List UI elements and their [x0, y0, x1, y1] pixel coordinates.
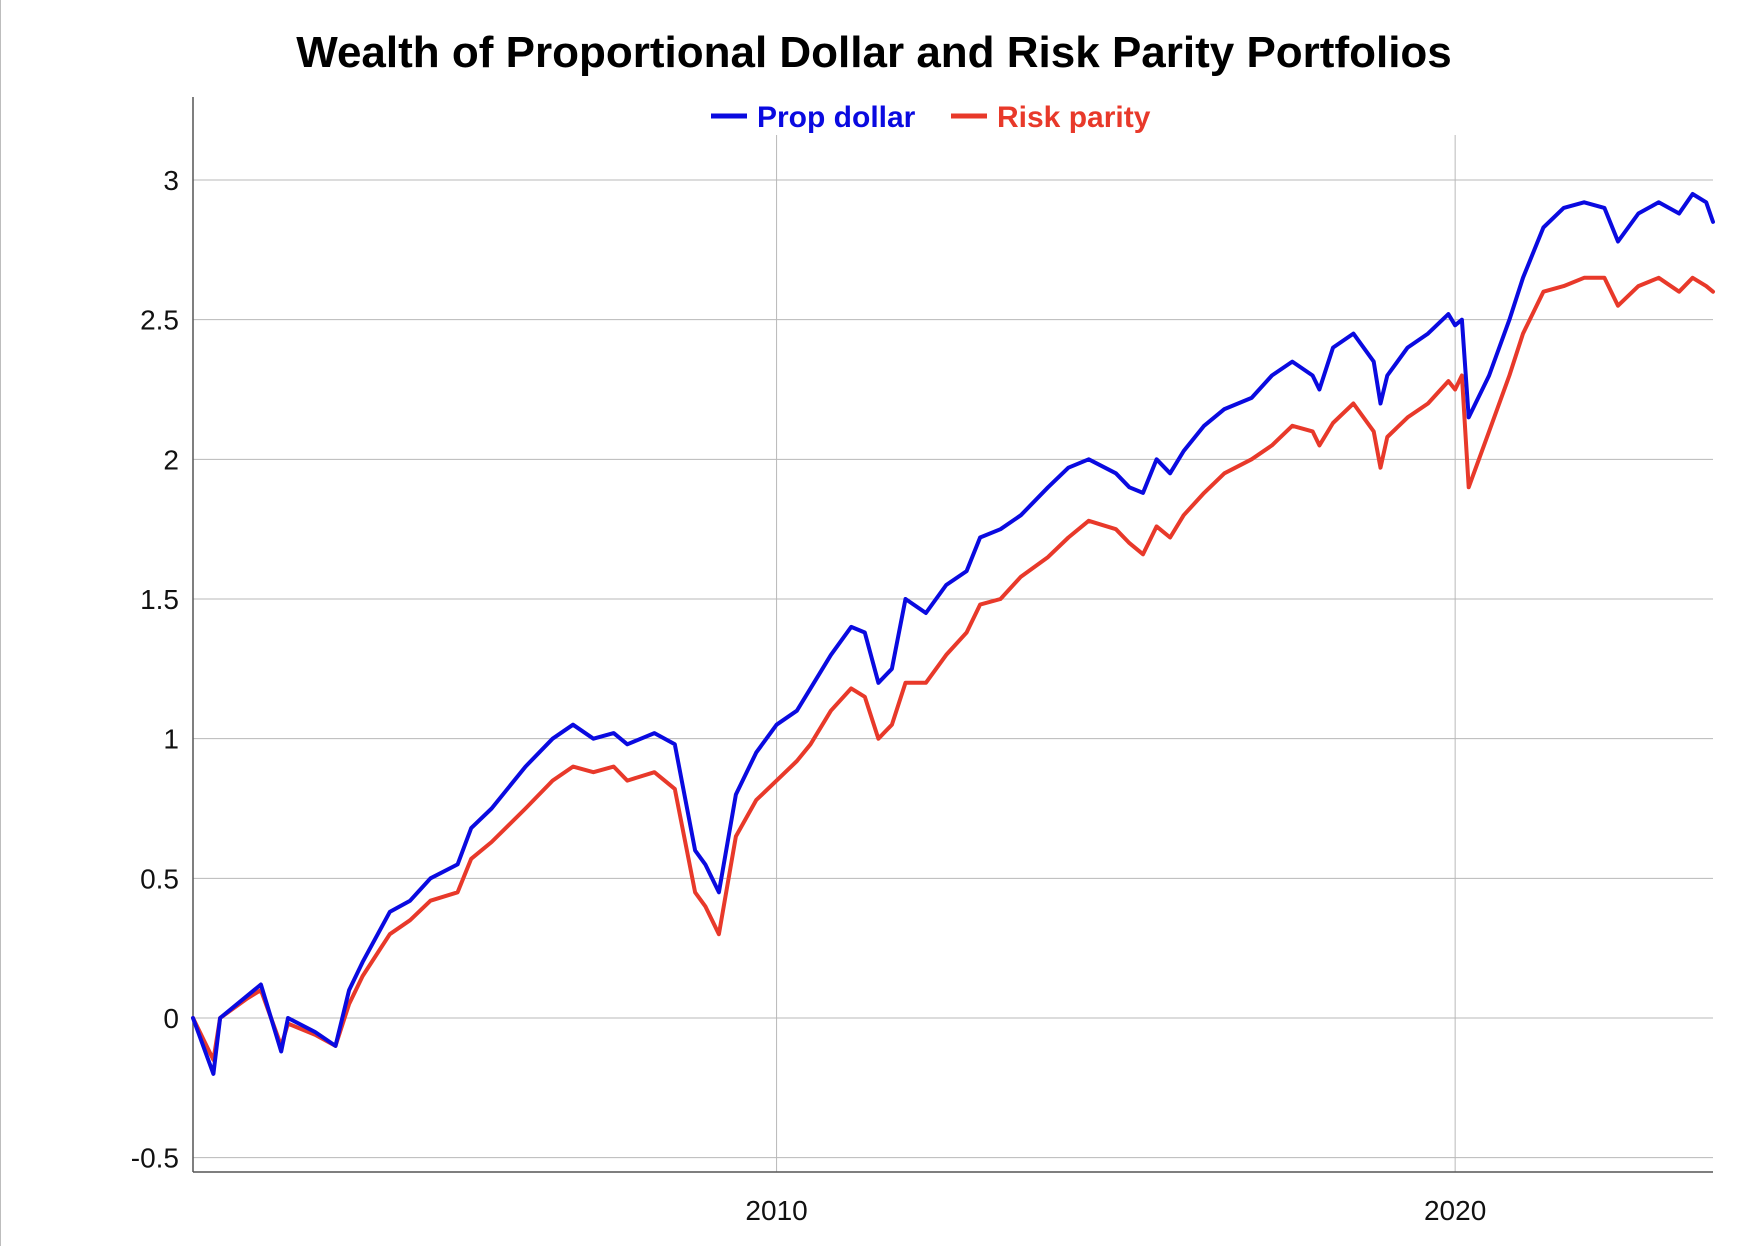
y-tick-label: -0.5: [131, 1143, 179, 1174]
legend-label: Risk parity: [997, 101, 1151, 134]
series-line-prop-dollar: [191, 192, 1715, 1076]
y-tick-label: 2.5: [140, 305, 179, 336]
y-tick-label: 1: [163, 724, 179, 755]
y-tick-label: 0.5: [140, 863, 179, 894]
tick-label-layer: -0.5 0 0.5 1 1.5 2 2.5 3 2010 2020: [131, 165, 1487, 1226]
series-layer: [191, 192, 1715, 1076]
series-line-risk-parity: [191, 275, 1715, 1062]
axes-layer: [192, 97, 1713, 1173]
y-tick-label: 0: [163, 1003, 179, 1034]
x-tick-label: 2010: [745, 1195, 807, 1226]
legend-label: Prop dollar: [757, 101, 916, 134]
chart-title: Wealth of Proportional Dollar and Risk P…: [296, 28, 1452, 77]
x-tick-label: 2020: [1424, 1195, 1486, 1226]
grid-layer: [193, 135, 1713, 1172]
legend-item-risk-parity: Risk parity: [951, 101, 1151, 134]
y-tick-label: 3: [163, 165, 179, 196]
y-tick-label: 2: [163, 444, 179, 475]
legend: Prop dollar Risk parity: [711, 101, 1151, 134]
y-tick-label: 1.5: [140, 584, 179, 615]
legend-item-prop-dollar: Prop dollar: [711, 101, 916, 134]
